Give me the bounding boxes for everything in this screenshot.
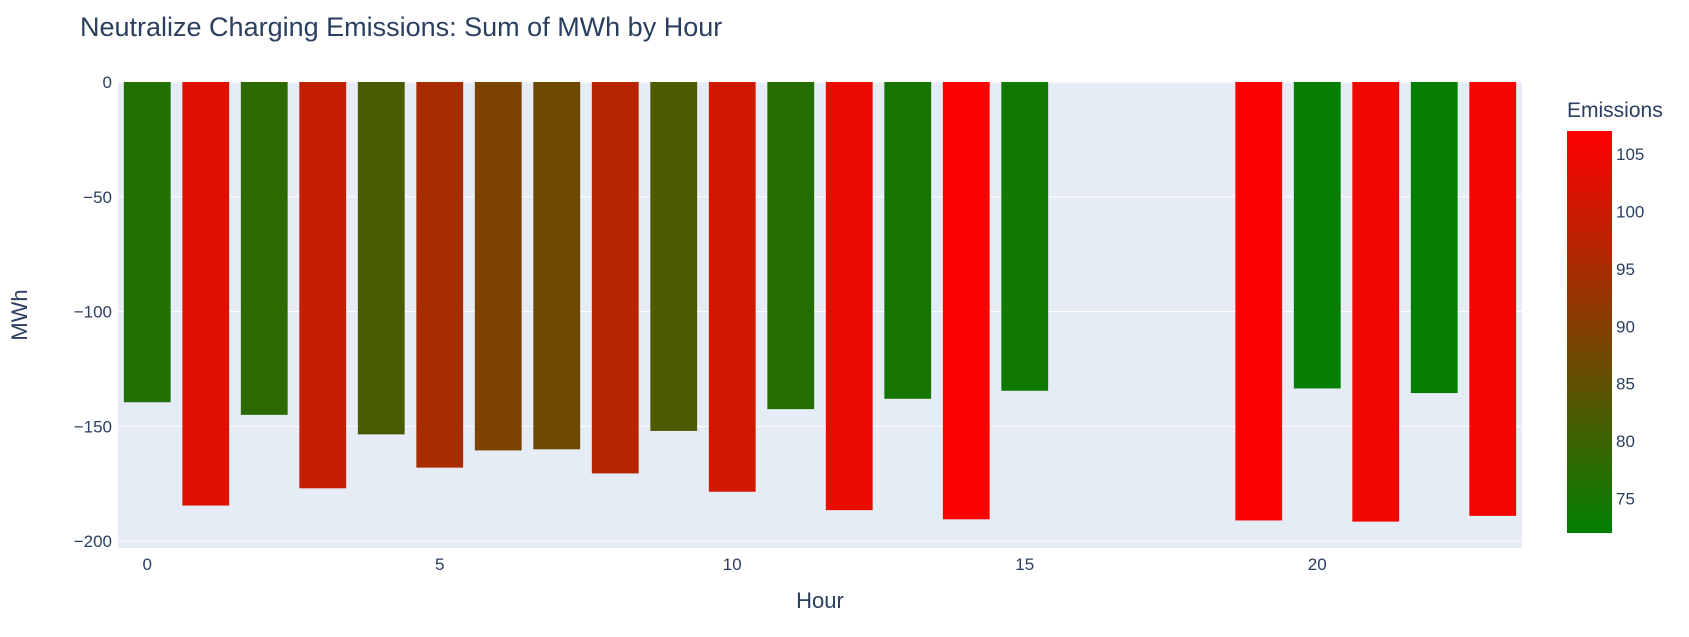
bars [123,82,1517,522]
bar-hour-0 [123,82,171,403]
x-axis-title: Hour [796,588,844,613]
y-tick-label: −200 [74,532,112,551]
x-tick-label: 10 [723,555,742,574]
y-tick-label: −150 [74,417,112,436]
colorbar-tick-label: 85 [1616,375,1635,394]
grid-lines [118,81,1522,542]
bar-hour-1 [182,82,230,506]
bar-hour-3 [299,82,347,489]
bar-hour-2 [240,82,288,415]
colorbar-tick-label: 105 [1616,145,1644,164]
chart-title: Neutralize Charging Emissions: Sum of MW… [80,12,722,42]
x-tick-label: 5 [435,555,444,574]
bar-hour-8 [591,82,639,474]
colorbar-gradient [1567,131,1612,533]
y-axis-ticks: 0 −50 −100 −150 −200 [74,73,112,551]
colorbar-tick-label: 75 [1616,490,1635,509]
plot-area [118,82,1522,548]
colorbar-tick-label: 80 [1616,432,1635,451]
bar-hour-20 [1293,82,1341,389]
bar-hour-6 [474,82,522,451]
bar-hour-22 [1410,82,1458,394]
bar-hour-4 [357,82,405,435]
colorbar-ticks: 75 80 85 90 95 100 105 [1616,145,1644,509]
bar-hour-9 [650,82,698,431]
colorbar-tick-label: 100 [1616,202,1644,221]
bar-hour-10 [708,82,756,492]
bar-hour-13 [884,82,932,399]
x-tick-label: 20 [1308,555,1327,574]
y-axis-title: MWh [7,289,32,340]
bar-hour-7 [533,82,581,450]
bar-hour-15 [1001,82,1049,391]
colorbar-tick-label: 90 [1616,317,1635,336]
bar-hour-5 [416,82,464,468]
y-tick-label: −100 [74,303,112,322]
colorbar: Emissions 75 80 85 90 95 100 105 [1567,99,1663,533]
x-axis-ticks: 0 5 10 15 20 [143,555,1327,574]
y-tick-label: −50 [83,188,112,207]
bar-hour-11 [767,82,815,410]
bar-hour-19 [1235,82,1283,521]
x-tick-label: 0 [143,555,152,574]
x-tick-label: 15 [1015,555,1034,574]
y-tick-label: 0 [103,73,112,92]
colorbar-title: Emissions [1567,99,1663,122]
bar-hour-12 [825,82,873,511]
bar-hour-23 [1469,82,1517,516]
colorbar-tick-label: 95 [1616,260,1635,279]
bar-hour-21 [1352,82,1400,522]
bar-hour-14 [942,82,990,520]
